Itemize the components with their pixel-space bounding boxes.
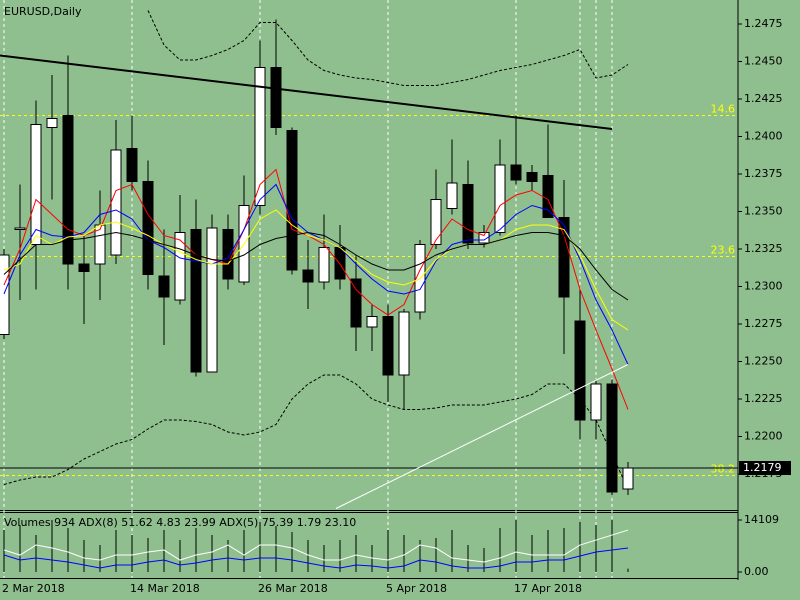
candle-body [398, 311, 410, 376]
candle-body [254, 67, 266, 206]
candle-body [30, 124, 42, 245]
y-tick-label: 1.2450 [744, 55, 783, 68]
last-price-label: 1.2179 [743, 461, 782, 474]
candle-body [286, 130, 298, 271]
candle-body [526, 172, 538, 182]
candle-body [126, 148, 138, 182]
candle-body [302, 269, 314, 283]
candle-body [270, 67, 282, 128]
envelope-band [147, 10, 629, 86]
trendline [0, 54, 613, 130]
candle-body [14, 227, 26, 230]
candle-body [158, 275, 170, 298]
y-tick-label: 1.2275 [744, 317, 783, 330]
indicator-line [3, 529, 629, 563]
y-tick-label: 1.2250 [744, 355, 783, 368]
candle-body [494, 164, 506, 233]
candle-body [542, 175, 554, 218]
y-tick-label: 1.2200 [744, 430, 783, 443]
indicator-line [3, 547, 629, 569]
candle-body [142, 181, 154, 275]
candle-body [318, 247, 330, 283]
candle-body [206, 227, 218, 373]
y-tick-label: 14109 [744, 513, 779, 526]
candle-body [222, 229, 234, 280]
candle-body [478, 232, 490, 244]
candle-body [350, 278, 362, 328]
y-tick-label: 1.2350 [744, 205, 783, 218]
y-tick-label: 1.2400 [744, 130, 783, 143]
candle-body [78, 263, 90, 272]
x-tick-label: 5 Apr 2018 [386, 582, 447, 595]
y-tick-label: 1.2325 [744, 242, 783, 255]
candle-body [46, 118, 58, 128]
candle-body [62, 115, 74, 265]
candle-body [174, 232, 186, 301]
candle-body [190, 229, 202, 373]
level-label: 23.6 [711, 244, 736, 257]
y-tick-label: 0.00 [744, 565, 769, 578]
candle-body [622, 467, 634, 490]
level-label: 14.6 [711, 103, 736, 116]
candle-body [382, 316, 394, 376]
moving-average [3, 183, 629, 365]
x-tick-label: 14 Mar 2018 [130, 582, 200, 595]
last-price-box [739, 461, 791, 475]
y-tick-label: 1.2300 [744, 280, 783, 293]
y-tick-label: 1.2225 [744, 392, 783, 405]
moving-average [3, 231, 629, 301]
y-tick-label: 1.2375 [744, 167, 783, 180]
level-label: 38.2 [711, 463, 736, 476]
candle-body [430, 199, 442, 245]
envelope-band [3, 374, 629, 490]
trendline [335, 364, 629, 509]
candle-body [0, 254, 10, 335]
candle-body [110, 149, 122, 256]
indicator-title: Volumes 934 ADX(8) 51.62 4.83 23.99 ADX(… [4, 516, 356, 529]
candle-body [462, 184, 474, 244]
moving-average [3, 168, 629, 410]
candle-body [446, 182, 458, 209]
moving-average [3, 209, 629, 331]
candle-body [510, 164, 522, 181]
candle-body [574, 320, 586, 421]
x-tick-label: 26 Mar 2018 [258, 582, 328, 595]
chart-title: EURUSD,Daily [4, 5, 82, 18]
y-tick-label: 1.2475 [744, 17, 783, 30]
candle-body [606, 383, 618, 493]
y-tick-label: 1.2425 [744, 92, 783, 105]
candle-body [590, 383, 602, 421]
x-tick-label: 17 Apr 2018 [514, 582, 582, 595]
x-tick-label: 2 Mar 2018 [2, 582, 65, 595]
candle-body [558, 217, 570, 298]
candle-body [366, 316, 378, 328]
